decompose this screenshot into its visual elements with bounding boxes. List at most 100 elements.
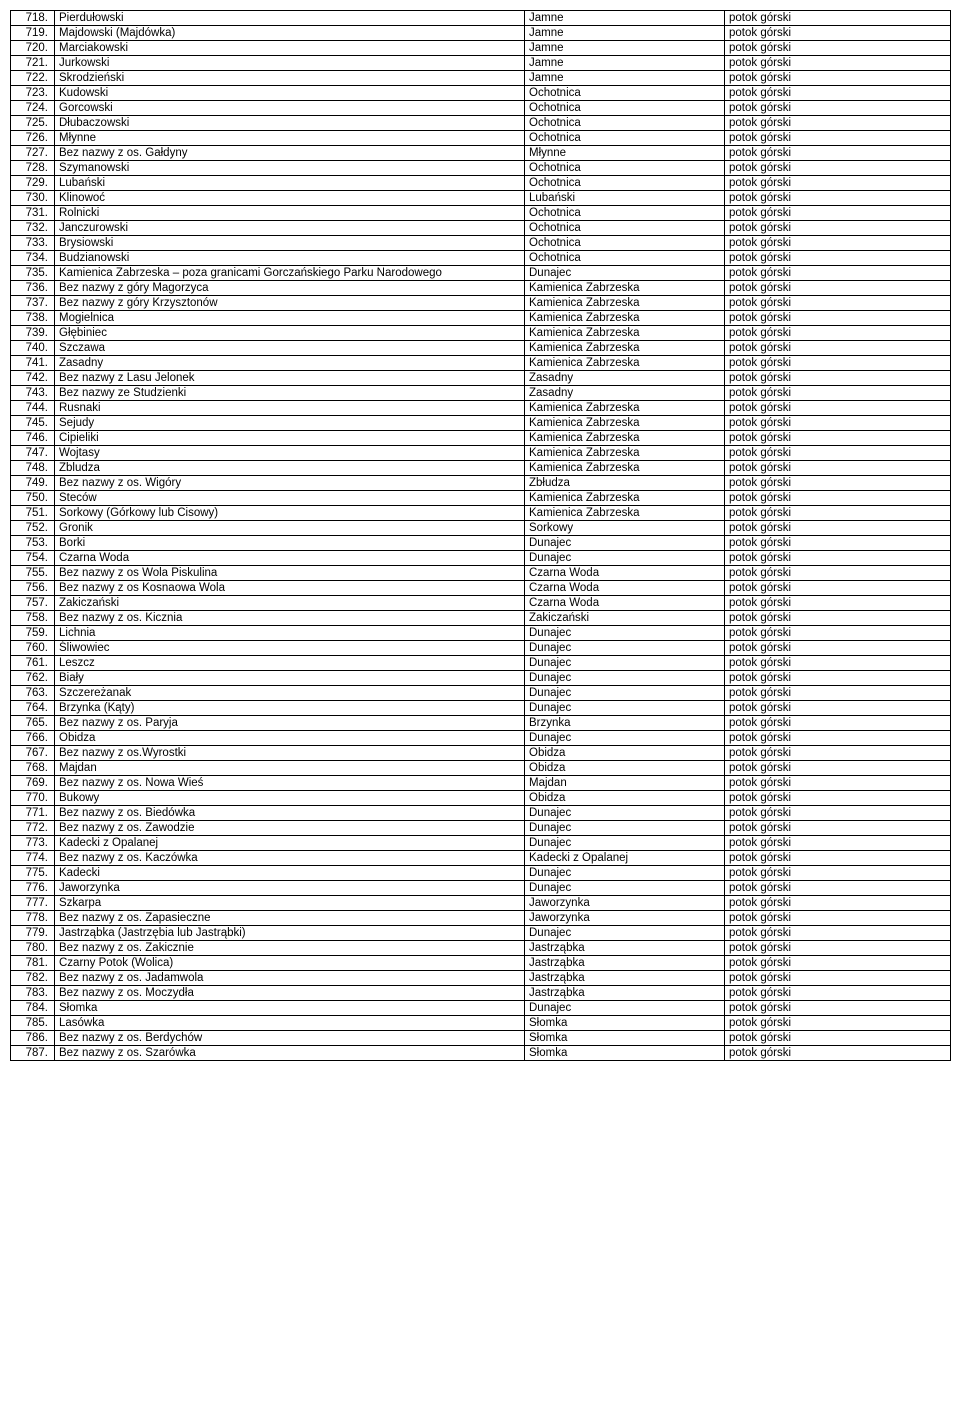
stream-name: Dłubaczowski	[55, 116, 525, 131]
receiving-water: Kamienica Zabrzeska	[525, 461, 725, 476]
row-number: 763.	[11, 686, 55, 701]
table-row: 784.SłomkaDunajecpotok górski	[11, 1001, 951, 1016]
stream-name: Sorkowy (Górkowy lub Cisowy)	[55, 506, 525, 521]
row-number: 786.	[11, 1031, 55, 1046]
table-row: 727.Bez nazwy z os. GałdynyMłynnepotok g…	[11, 146, 951, 161]
receiving-water: Ochotnica	[525, 161, 725, 176]
receiving-water: Kamienica Zabrzeska	[525, 401, 725, 416]
stream-name: Bez nazwy z góry Magorzyca	[55, 281, 525, 296]
receiving-water: Jastrząbka	[525, 956, 725, 971]
receiving-water: Ochotnica	[525, 101, 725, 116]
table-row: 720.MarciakowskiJamnepotok górski	[11, 41, 951, 56]
table-row: 753.BorkiDunajecpotok górski	[11, 536, 951, 551]
row-number: 779.	[11, 926, 55, 941]
stream-type: potok górski	[725, 431, 951, 446]
stream-name: Zasadny	[55, 356, 525, 371]
receiving-water: Jastrząbka	[525, 986, 725, 1001]
receiving-water: Majdan	[525, 776, 725, 791]
table-row: 766.ObidzaDunajecpotok górski	[11, 731, 951, 746]
stream-name: Bez nazwy z os. Zakicznie	[55, 941, 525, 956]
stream-type: potok górski	[725, 926, 951, 941]
table-row: 762.BiałyDunajecpotok górski	[11, 671, 951, 686]
table-row: 728.SzymanowskiOchotnicapotok górski	[11, 161, 951, 176]
stream-name: Jaworzynka	[55, 881, 525, 896]
stream-name: Szczawa	[55, 341, 525, 356]
stream-type: potok górski	[725, 416, 951, 431]
receiving-water: Kamienica Zabrzeska	[525, 311, 725, 326]
table-row: 731.RolnickiOchotnicapotok górski	[11, 206, 951, 221]
stream-type: potok górski	[725, 656, 951, 671]
stream-name: Bez nazwy z os Wola Piskulina	[55, 566, 525, 581]
stream-type: potok górski	[725, 131, 951, 146]
row-number: 742.	[11, 371, 55, 386]
row-number: 731.	[11, 206, 55, 221]
table-row: 734.BudzianowskiOchotnicapotok górski	[11, 251, 951, 266]
stream-name: Kadecki z Opalanej	[55, 836, 525, 851]
receiving-water: Jastrząbka	[525, 941, 725, 956]
stream-type: potok górski	[725, 161, 951, 176]
stream-name: Bez nazwy z os.Wyrostki	[55, 746, 525, 761]
stream-type: potok górski	[725, 746, 951, 761]
stream-type: potok górski	[725, 956, 951, 971]
row-number: 787.	[11, 1046, 55, 1061]
stream-name: Zakiczański	[55, 596, 525, 611]
stream-name: Czarna Woda	[55, 551, 525, 566]
row-number: 762.	[11, 671, 55, 686]
stream-type: potok górski	[725, 806, 951, 821]
stream-type: potok górski	[725, 611, 951, 626]
stream-type: potok górski	[725, 506, 951, 521]
table-row: 721.JurkowskiJamnepotok górski	[11, 56, 951, 71]
stream-type: potok górski	[725, 281, 951, 296]
table-row: 760.ŚliwowiecDunajecpotok górski	[11, 641, 951, 656]
row-number: 767.	[11, 746, 55, 761]
table-row: 751.Sorkowy (Górkowy lub Cisowy)Kamienic…	[11, 506, 951, 521]
stream-name: Cipieliki	[55, 431, 525, 446]
receiving-water: Czarna Woda	[525, 566, 725, 581]
stream-name: Skrodzieński	[55, 71, 525, 86]
table-row: 775.KadeckiDunajecpotok górski	[11, 866, 951, 881]
stream-type: potok górski	[725, 221, 951, 236]
row-number: 755.	[11, 566, 55, 581]
stream-type: potok górski	[725, 821, 951, 836]
stream-name: Lubański	[55, 176, 525, 191]
receiving-water: Jamne	[525, 26, 725, 41]
table-row: 733.BrysiowskiOchotnicapotok górski	[11, 236, 951, 251]
stream-name: Biały	[55, 671, 525, 686]
receiving-water: Kadecki z Opalanej	[525, 851, 725, 866]
row-number: 769.	[11, 776, 55, 791]
receiving-water: Czarna Woda	[525, 581, 725, 596]
stream-type: potok górski	[725, 41, 951, 56]
stream-name: Majdan	[55, 761, 525, 776]
row-number: 764.	[11, 701, 55, 716]
receiving-water: Dunajec	[525, 866, 725, 881]
receiving-water: Kamienica Zabrzeska	[525, 296, 725, 311]
table-row: 763.SzczereżanakDunajecpotok górski	[11, 686, 951, 701]
row-number: 723.	[11, 86, 55, 101]
row-number: 734.	[11, 251, 55, 266]
row-number: 721.	[11, 56, 55, 71]
table-row: 748.ZbludzaKamienica Zabrzeskapotok górs…	[11, 461, 951, 476]
row-number: 780.	[11, 941, 55, 956]
row-number: 773.	[11, 836, 55, 851]
table-row: 735.Kamienica Zabrzeska – poza granicami…	[11, 266, 951, 281]
row-number: 732.	[11, 221, 55, 236]
stream-name: Zbludza	[55, 461, 525, 476]
stream-type: potok górski	[725, 851, 951, 866]
row-number: 727.	[11, 146, 55, 161]
row-number: 765.	[11, 716, 55, 731]
row-number: 747.	[11, 446, 55, 461]
stream-name: Budzianowski	[55, 251, 525, 266]
receiving-water: Jamne	[525, 11, 725, 26]
row-number: 751.	[11, 506, 55, 521]
row-number: 719.	[11, 26, 55, 41]
table-row: 736.Bez nazwy z góry MagorzycaKamienica …	[11, 281, 951, 296]
receiving-water: Zakiczański	[525, 611, 725, 626]
stream-name: Brzynka (Kąty)	[55, 701, 525, 716]
row-number: 746.	[11, 431, 55, 446]
row-number: 774.	[11, 851, 55, 866]
stream-type: potok górski	[725, 206, 951, 221]
row-number: 728.	[11, 161, 55, 176]
stream-name: Kamienica Zabrzeska – poza granicami Gor…	[55, 266, 525, 281]
receiving-water: Ochotnica	[525, 206, 725, 221]
receiving-water: Kamienica Zabrzeska	[525, 431, 725, 446]
